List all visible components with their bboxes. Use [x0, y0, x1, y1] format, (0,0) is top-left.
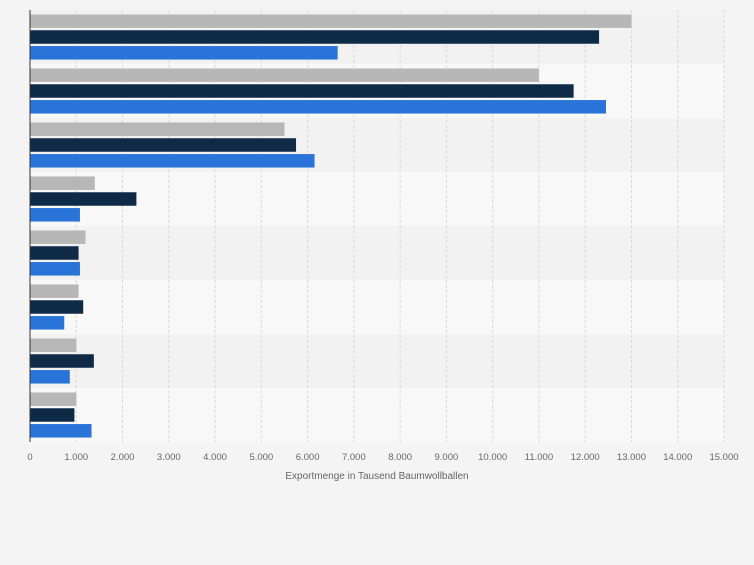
bar[interactable] — [30, 122, 285, 136]
bar[interactable] — [30, 230, 86, 244]
bar[interactable] — [30, 138, 297, 152]
bar[interactable] — [30, 316, 65, 330]
bar[interactable] — [30, 300, 84, 314]
x-tick-labels: 0 1.000 2.000 3.000 4.000 5.000 6.000 7.000 8.00… — [27, 452, 738, 463]
x-tick-label: 4.000 — [203, 452, 227, 463]
bar[interactable] — [30, 370, 70, 384]
x-tick-label: 5.000 — [249, 452, 273, 463]
x-tick-label: 11.000 — [525, 452, 553, 463]
row-band — [30, 280, 724, 334]
row-band — [30, 226, 724, 280]
x-tick-label: 14.000 — [663, 452, 692, 463]
x-axis-label: Exportmenge in Tausend Baumwollballen — [285, 471, 468, 482]
x-tick-label: 8.000 — [388, 452, 412, 463]
row-band — [30, 388, 724, 442]
x-tick-label: 2.000 — [111, 452, 135, 463]
bar[interactable] — [30, 424, 92, 438]
bar[interactable] — [30, 68, 539, 82]
bar[interactable] — [30, 30, 600, 44]
x-tick-label: 12.000 — [571, 452, 600, 463]
grid-lines — [75, 10, 725, 442]
bar[interactable] — [30, 84, 574, 98]
x-tick-label: 10.000 — [478, 452, 507, 463]
bar[interactable] — [30, 154, 315, 168]
row-bands — [30, 10, 724, 442]
bar[interactable] — [30, 176, 95, 190]
bar[interactable] — [30, 46, 338, 60]
bar[interactable] — [30, 284, 79, 298]
x-tick-label: 15.000 — [709, 452, 738, 463]
x-tick-label: 13.000 — [617, 452, 646, 463]
x-tick-label: 1.000 — [64, 452, 88, 463]
x-tick-label: 9.000 — [435, 452, 459, 463]
bar[interactable] — [30, 338, 77, 352]
bar[interactable] — [30, 408, 75, 422]
bar[interactable] — [30, 392, 77, 406]
x-tick-label: 7.000 — [342, 452, 366, 463]
x-tick-label: 3.000 — [157, 452, 181, 463]
bar[interactable] — [30, 100, 607, 114]
bar[interactable] — [30, 208, 80, 222]
bars — [30, 14, 632, 438]
bar[interactable] — [30, 354, 94, 368]
bar[interactable] — [30, 246, 79, 260]
row-band — [30, 172, 724, 226]
bar[interactable] — [30, 14, 632, 28]
x-tick-label: 6.000 — [296, 452, 320, 463]
x-tick-label: 0 — [27, 452, 32, 463]
bar[interactable] — [30, 262, 80, 276]
bar[interactable] — [30, 192, 137, 206]
row-band — [30, 334, 724, 388]
